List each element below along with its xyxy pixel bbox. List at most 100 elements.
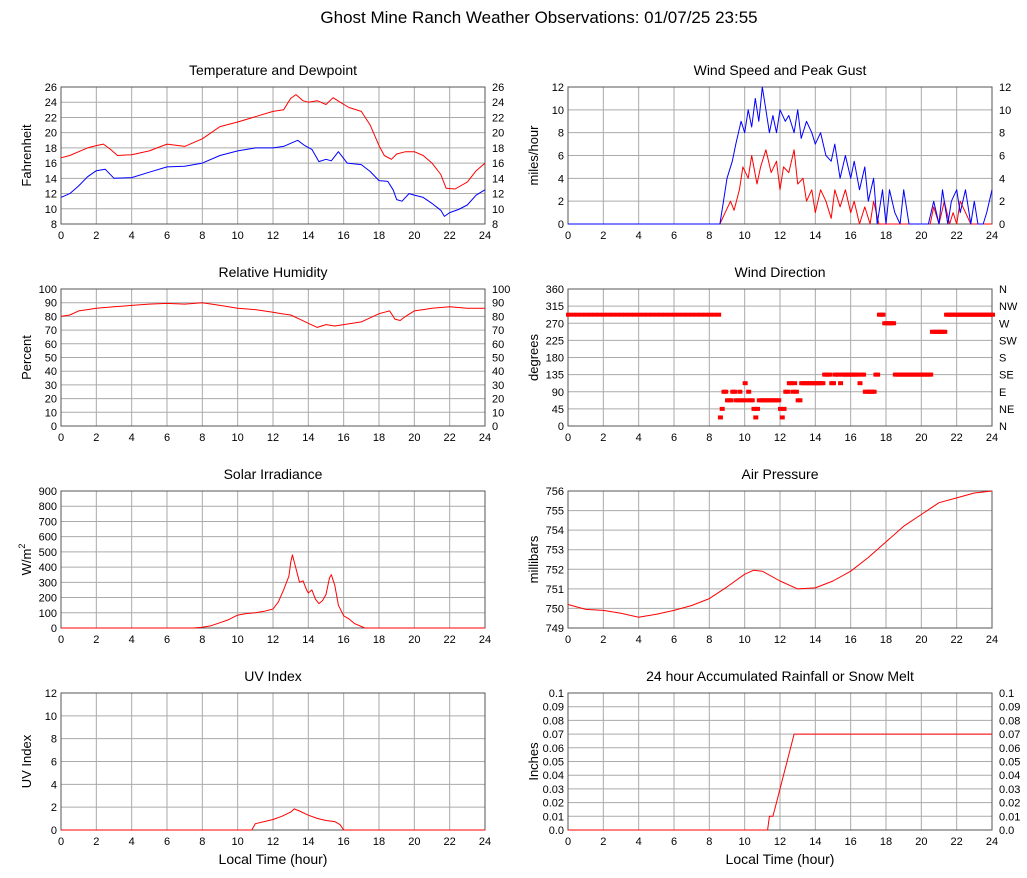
x-tick-label: 2 — [600, 230, 606, 242]
y-tick-label: 70 — [45, 325, 57, 337]
y-tick-label: 0.07 — [543, 729, 564, 741]
data-point — [723, 389, 729, 394]
x-tick-label: 22 — [444, 230, 456, 242]
x-tick-label: 8 — [199, 230, 205, 242]
right-tick-label: SW — [999, 335, 1017, 347]
y-axis-label-text: millibars — [526, 535, 541, 583]
x-tick-label: 22 — [951, 634, 963, 646]
y-tick-label: 8 — [51, 734, 57, 746]
y-tick-label: 12 — [45, 189, 57, 201]
data-point — [831, 381, 836, 386]
x-tick-label: 22 — [444, 836, 456, 848]
x-tick-label: 20 — [408, 836, 420, 848]
y-axis-label-text: UV Index — [19, 734, 34, 788]
data-point — [788, 381, 794, 386]
x-tick-label: 2 — [93, 836, 99, 848]
y-tick-label: 26 — [45, 82, 57, 94]
y-tick-label: 0.06 — [543, 743, 564, 755]
y-tick-label: 752 — [546, 564, 564, 576]
x-tick-label: 6 — [671, 432, 677, 444]
data-point — [619, 312, 624, 317]
data-point — [880, 312, 886, 317]
data-point — [623, 312, 629, 317]
y-tick-label: 180 — [546, 353, 564, 365]
x-tick-label: 8 — [199, 634, 205, 646]
y-tick-label: 8 — [51, 219, 57, 231]
right-tick-label: 30 — [492, 380, 504, 392]
y-axis-label: millibars — [526, 535, 541, 583]
right-tick-label: 0.01 — [999, 811, 1020, 823]
x-tick-label: 10 — [232, 432, 244, 444]
data-point — [689, 312, 695, 317]
x-tick-label: 4 — [636, 634, 642, 646]
x-tick-label: 24 — [986, 230, 998, 242]
right-tick-label: 18 — [492, 143, 504, 155]
data-point — [579, 312, 585, 317]
right-tick-label: 0.08 — [999, 715, 1020, 727]
data-point — [781, 406, 787, 411]
x-tick-label: 16 — [338, 634, 350, 646]
data-point — [685, 312, 691, 317]
data-point — [746, 389, 752, 394]
x-tick-label: 8 — [199, 432, 205, 444]
x-tick-label: 18 — [373, 836, 385, 848]
y-tick-label: 12 — [45, 688, 57, 700]
right-tick-label: 40 — [492, 366, 504, 378]
x-tick-label: 16 — [845, 634, 857, 646]
data-point — [776, 398, 782, 403]
series-line-uv-index — [61, 808, 485, 831]
x-axis-label: Local Time (hour) — [219, 851, 328, 867]
y-tick-label: 6 — [51, 757, 57, 769]
plot-frame — [567, 490, 993, 629]
x-tick-label: 0 — [58, 432, 64, 444]
x-tick-label: 24 — [986, 432, 998, 444]
y-tick-label: 0.09 — [543, 702, 564, 714]
data-point — [592, 312, 598, 317]
x-tick-label: 4 — [636, 230, 642, 242]
y-tick-label: 8 — [558, 128, 564, 140]
x-tick-label: 22 — [951, 432, 963, 444]
y-axis-label-text: miles/hour — [526, 125, 541, 186]
series-line-temperature — [60, 94, 486, 190]
x-tick-label: 12 — [267, 836, 279, 848]
data-point — [732, 389, 738, 394]
right-tick-label: 0.0 — [999, 825, 1014, 837]
plot-frame — [60, 288, 486, 427]
y-tick-label: 751 — [546, 584, 564, 596]
y-tick-label: 400 — [39, 562, 57, 574]
x-tick-label: 24 — [986, 634, 998, 646]
right-tick-label: 12 — [492, 189, 504, 201]
y-tick-label: 2 — [51, 802, 57, 814]
right-tick-label: 50 — [492, 353, 504, 365]
data-point — [728, 398, 734, 403]
x-tick-label: 10 — [739, 432, 751, 444]
x-tick-label: 10 — [232, 836, 244, 848]
x-tick-label: 18 — [880, 836, 892, 848]
y-tick-label: 756 — [546, 486, 564, 498]
y-tick-label: 60 — [45, 339, 57, 351]
x-tick-label: 14 — [302, 432, 314, 444]
x-tick-label: 16 — [845, 836, 857, 848]
right-tick-label: 10 — [999, 105, 1011, 117]
data-point — [711, 312, 717, 317]
data-point — [719, 406, 725, 411]
x-tick-label: 20 — [915, 432, 927, 444]
data-point — [990, 312, 995, 317]
y-axis-label: UV Index — [19, 734, 34, 788]
data-point — [654, 312, 660, 317]
data-point — [749, 398, 755, 403]
data-point — [627, 312, 633, 317]
x-tick-label: 8 — [706, 836, 712, 848]
data-point — [588, 312, 594, 317]
y-tick-label: 12 — [552, 82, 564, 94]
right-tick-label: 90 — [492, 298, 504, 310]
right-tick-label: 80 — [492, 311, 504, 323]
right-tick-label: 0.05 — [999, 757, 1020, 769]
right-tick-label: 0.04 — [999, 770, 1020, 782]
x-tick-label: 6 — [164, 432, 170, 444]
chart-title: Wind Speed and Peak Gust — [694, 62, 867, 78]
y-axis-label: W/m2 — [17, 544, 34, 576]
plot-frame — [60, 86, 486, 225]
x-tick-label: 2 — [93, 634, 99, 646]
